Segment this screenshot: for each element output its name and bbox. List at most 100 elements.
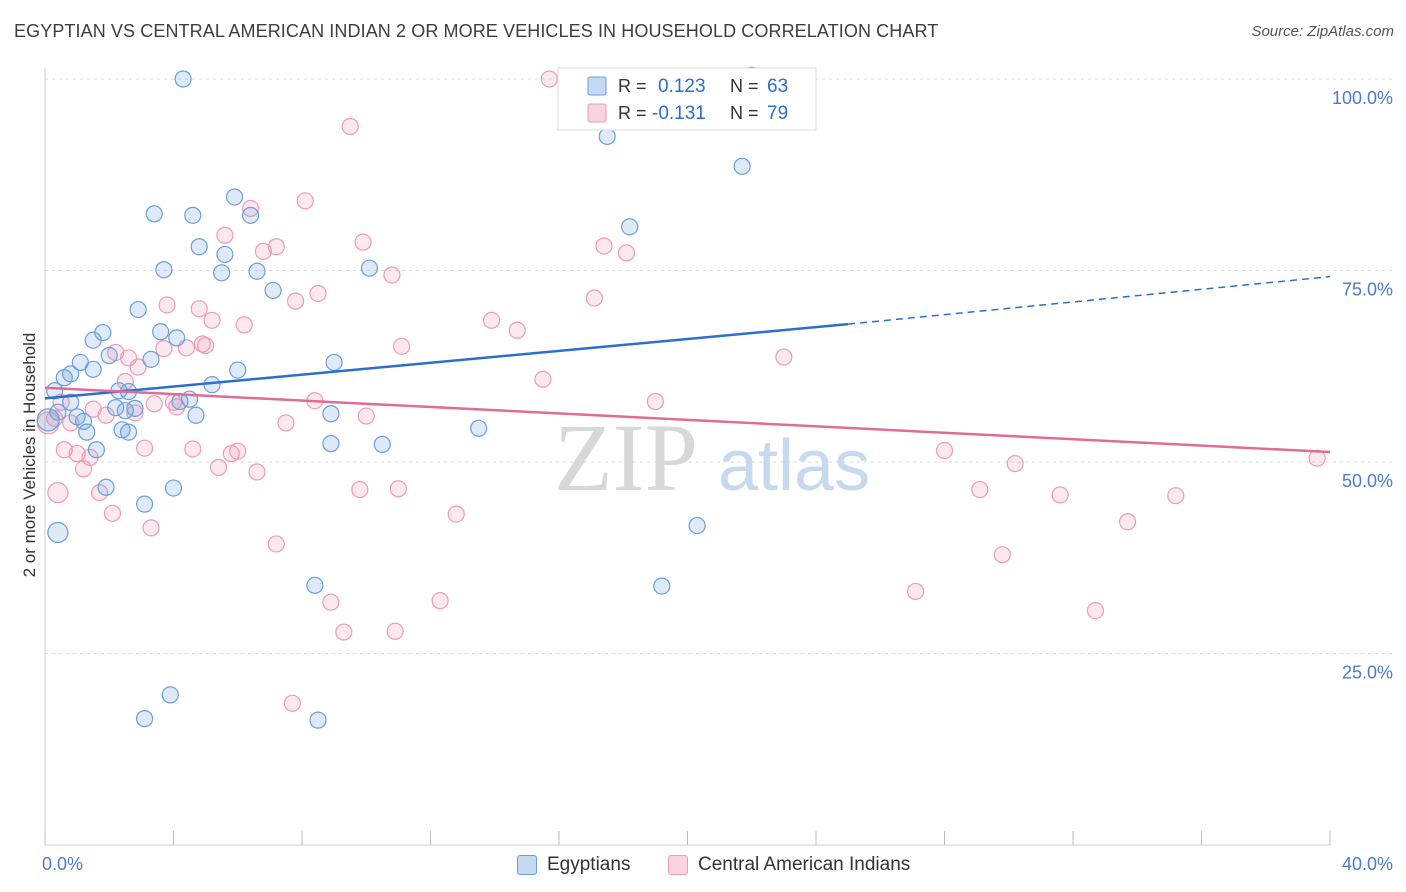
legend-r-label-central-american-indians: R = — [618, 103, 647, 123]
legend-n-label-central-american-indians: N = — [730, 103, 759, 123]
chart-source: Source: ZipAtlas.com — [1251, 23, 1394, 40]
legend-swatch-egyptians — [587, 76, 607, 96]
point-egyptians — [47, 521, 69, 544]
point-central-american-indians — [335, 623, 353, 641]
legend-r-value-central-american-indians: -0.131 — [652, 103, 706, 124]
point-central-american-indians — [47, 482, 69, 504]
point-egyptians — [688, 516, 706, 535]
point-egyptians — [168, 329, 186, 347]
point-central-american-indians — [585, 289, 603, 307]
point-central-american-indians — [595, 237, 613, 255]
point-egyptians — [322, 405, 340, 423]
watermark-atlas: atlas — [718, 426, 870, 506]
point-central-american-indians — [62, 414, 80, 432]
point-egyptians — [733, 157, 751, 175]
chart-title: EGYPTIAN VS CENTRAL AMERICAN INDIAN 2 OR… — [14, 21, 939, 41]
point-central-american-indians — [906, 582, 925, 601]
point-central-american-indians — [447, 505, 465, 523]
point-central-american-indians — [1119, 513, 1137, 531]
legend-n-value-central-american-indians: 79 — [767, 103, 788, 124]
axes: 25.0% 50.0% 75.0% 100.0% 0.0% 40.0% — [42, 68, 1393, 874]
point-egyptians — [306, 576, 324, 594]
point-central-american-indians — [283, 694, 301, 712]
point-central-american-indians — [351, 480, 369, 499]
bottom-legend-label-egyptians: Egyptians — [547, 854, 631, 875]
y-tick-label: 25.0% — [1342, 663, 1393, 683]
point-central-american-indians — [145, 395, 163, 413]
point-egyptians — [135, 495, 154, 513]
point-egyptians — [598, 127, 616, 146]
point-central-american-indians — [646, 392, 664, 411]
point-central-american-indians — [392, 337, 411, 355]
trend-line-egyptians-extension — [848, 275, 1331, 325]
point-egyptians — [62, 365, 80, 383]
point-egyptians — [621, 218, 639, 236]
point-central-american-indians — [296, 192, 314, 210]
bottom-legend-item-central-american-indians[interactable]: Central American Indians — [668, 851, 910, 879]
x-tick-label-max: 40.0% — [1342, 854, 1393, 874]
point-central-american-indians — [1167, 487, 1185, 505]
point-egyptians — [248, 262, 266, 280]
point-central-american-indians — [971, 480, 989, 499]
point-central-american-indians — [158, 296, 176, 314]
point-egyptians — [145, 205, 163, 223]
point-central-american-indians — [617, 244, 636, 262]
point-central-american-indians — [229, 442, 247, 460]
point-central-american-indians — [309, 284, 327, 303]
point-central-american-indians — [386, 622, 404, 640]
point-central-american-indians — [267, 535, 285, 553]
point-egyptians — [107, 399, 125, 417]
point-egyptians — [325, 353, 343, 372]
y-tick-label: 75.0% — [1342, 280, 1393, 300]
point-central-american-indians — [508, 321, 526, 339]
point-central-american-indians — [68, 444, 86, 463]
legend-r-label-egyptians: R = — [618, 76, 647, 96]
point-central-american-indians — [103, 504, 122, 522]
point-central-american-indians — [235, 316, 253, 334]
bottom-legend-swatch-egyptians — [517, 855, 537, 875]
point-central-american-indians — [267, 238, 285, 256]
bottom-legend: Egyptians Central American Indians — [0, 851, 1406, 879]
point-egyptians — [142, 350, 160, 368]
point-central-american-indians — [142, 519, 160, 537]
point-central-american-indians — [254, 242, 273, 260]
legend-n-value-egyptians: 63 — [767, 76, 788, 97]
point-central-american-indians — [286, 292, 305, 310]
point-central-american-indians — [431, 592, 449, 610]
watermark-zip: ZIP — [554, 404, 698, 511]
point-central-american-indians — [993, 546, 1011, 564]
point-egyptians — [322, 435, 340, 453]
watermark: ZIP atlas — [554, 404, 870, 511]
trend-line-central-american-indians — [44, 386, 1331, 454]
point-central-american-indians — [242, 199, 260, 218]
point-egyptians — [360, 259, 379, 277]
point-egyptians — [187, 406, 205, 424]
point-central-american-indians — [277, 414, 295, 432]
point-central-american-indians — [129, 358, 147, 376]
point-central-american-indians — [357, 407, 375, 425]
point-egyptians — [126, 399, 144, 417]
point-egyptians — [470, 419, 488, 437]
point-egyptians — [213, 264, 231, 282]
point-central-american-indians — [775, 348, 793, 366]
point-egyptians — [129, 300, 147, 319]
point-egyptians — [135, 710, 154, 728]
point-egyptians — [155, 261, 173, 279]
point-egyptians — [653, 577, 671, 595]
point-egyptians — [100, 346, 118, 365]
point-central-american-indians — [209, 458, 228, 476]
bottom-legend-label-central-american-indians: Central American Indians — [698, 854, 911, 875]
point-egyptians — [62, 393, 80, 411]
point-egyptians — [229, 361, 247, 379]
bottom-legend-item-egyptians[interactable]: Egyptians — [517, 851, 630, 879]
point-central-american-indians — [935, 441, 954, 460]
point-central-american-indians — [1006, 454, 1024, 473]
point-central-american-indians — [389, 480, 407, 498]
legend-n-label-egyptians: N = — [730, 76, 759, 96]
point-egyptians — [373, 435, 391, 453]
point-egyptians — [174, 70, 192, 88]
legend-swatch-central-american-indians — [587, 103, 607, 123]
point-egyptians — [161, 686, 179, 704]
point-central-american-indians — [383, 266, 401, 284]
